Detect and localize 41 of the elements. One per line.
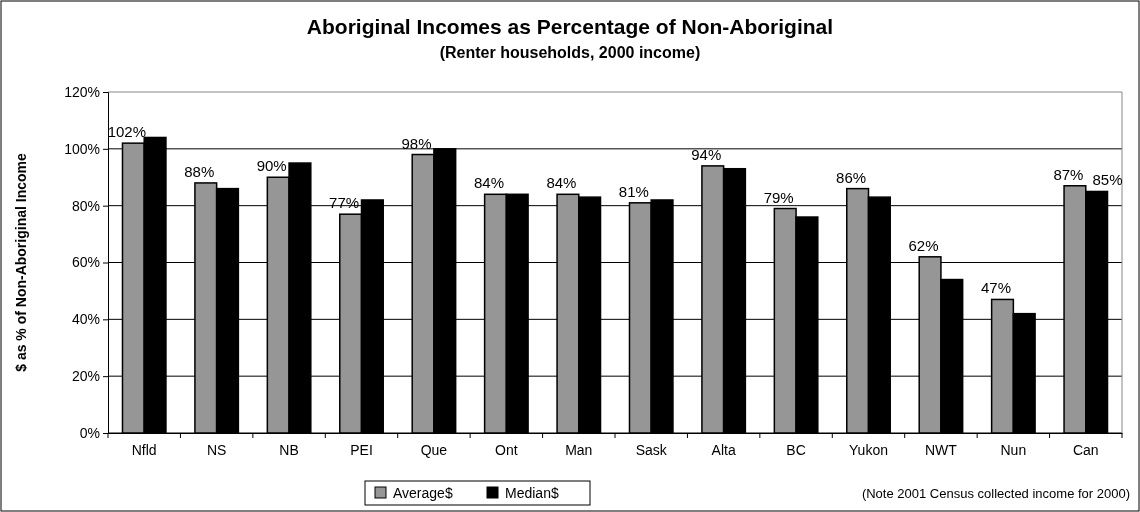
x-tick-label: BC xyxy=(786,441,806,458)
chart-title: Aboriginal Incomes as Percentage of Non-Aboriginal xyxy=(306,15,834,38)
x-tick-label: Can xyxy=(1072,441,1099,458)
y-tick-label: 20% xyxy=(71,368,100,385)
data-label: 81% xyxy=(618,182,649,200)
data-label: 88% xyxy=(184,162,215,180)
x-tick-label: Que xyxy=(420,441,448,458)
y-tick-label: 0% xyxy=(79,424,100,441)
x-tick-label: Yukon xyxy=(849,441,888,458)
data-label: 47% xyxy=(980,279,1011,297)
data-label: 98% xyxy=(401,134,432,152)
data-label: 84% xyxy=(473,174,504,192)
x-tick-label: Sask xyxy=(635,441,668,458)
x-tick-label: Nfld xyxy=(131,441,157,458)
x-tick-label: NWT xyxy=(924,441,958,458)
chart-subtitle: (Renter households, 2000 income) xyxy=(439,44,701,61)
y-tick-label: 120% xyxy=(64,83,100,100)
legend-label: Median$ xyxy=(505,485,559,501)
data-label: 94% xyxy=(691,145,722,163)
y-tick-label: 40% xyxy=(71,311,100,328)
y-tick-label: 80% xyxy=(71,197,100,214)
text: (Note 2001 Census collected income for 2000) xyxy=(861,486,1130,501)
data-label: 86% xyxy=(836,168,867,186)
x-tick-label: Alta xyxy=(711,441,736,458)
x-tick-label: PEI xyxy=(350,441,373,458)
x-tick-label: NS xyxy=(206,441,227,458)
y-tick-label: 100% xyxy=(64,140,100,157)
data-label: 62% xyxy=(908,236,939,254)
legend-label: Average$ xyxy=(393,485,453,501)
data-label: 84% xyxy=(546,174,577,192)
x-tick-label: NB xyxy=(279,441,299,458)
y-tick-label: 60% xyxy=(71,254,100,271)
data-label: 87% xyxy=(1053,165,1084,183)
y-axis-title: $ as % of Non-Aboriginal Income xyxy=(13,153,29,372)
data-label: 90% xyxy=(256,157,287,175)
x-tick-label: Man xyxy=(565,441,593,458)
data-label: 85% xyxy=(1092,171,1123,189)
x-tick-label: Nun xyxy=(1000,441,1027,458)
data-label: 102% xyxy=(107,123,147,141)
data-label: 79% xyxy=(763,188,794,206)
x-tick-label: Ont xyxy=(495,441,518,458)
